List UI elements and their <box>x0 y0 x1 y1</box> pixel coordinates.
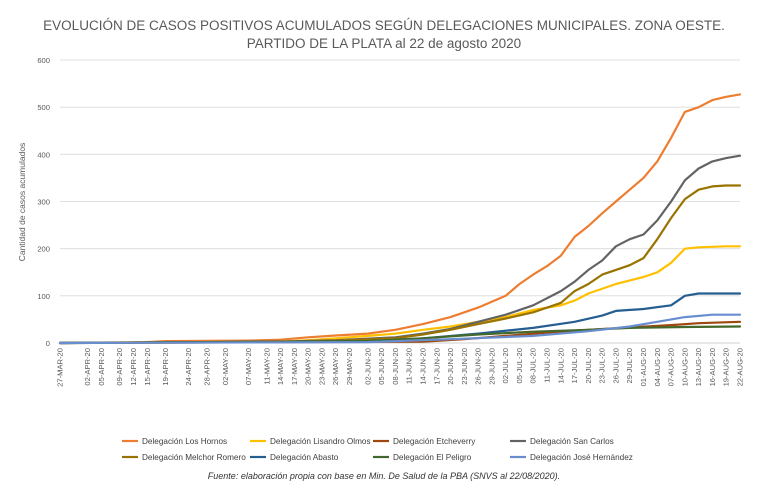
legend-label: Delegación San Carlos <box>530 437 614 446</box>
series-line <box>58 184 742 345</box>
x-tick-label: 14-JUN-20 <box>419 348 428 385</box>
x-tick-label: 17-JUN-20 <box>432 348 441 385</box>
series-line <box>58 245 742 345</box>
x-tick-label: 23-JUN-20 <box>460 348 469 385</box>
x-tick-label: 20-JUN-20 <box>446 348 455 385</box>
x-tick-label: 15-APR-20 <box>143 348 152 386</box>
y-tick-label: 400 <box>37 150 50 159</box>
y-tick-label: 100 <box>37 292 50 301</box>
series-line <box>58 313 742 345</box>
y-tick-label: 600 <box>37 56 50 65</box>
x-tick-label: 20-MAY-20 <box>304 348 313 385</box>
x-tick-label: 19-AUG-20 <box>722 348 731 386</box>
x-tick-label: 08-JUN-20 <box>391 348 400 385</box>
x-tick-label: 23-MAY-20 <box>317 348 326 385</box>
x-tick-label: 29-MAY-20 <box>345 348 354 385</box>
x-tick-label: 04-AUG-20 <box>653 348 662 386</box>
x-tick-label: 28-APR-20 <box>203 348 212 386</box>
y-tick-label: 300 <box>37 198 50 207</box>
chart-subtitle: PARTIDO DE LA PLATA al 22 de agosto 2020 <box>247 36 521 51</box>
legend-label: Delegación José Hernández <box>530 453 633 462</box>
series-lines <box>58 93 742 345</box>
x-tick-label: 16-AUG-20 <box>708 348 717 386</box>
y-axis-ticks: 0 100 200 300 400 500 600 <box>37 56 50 348</box>
y-tick-label: 200 <box>37 245 50 254</box>
x-tick-label: 27-MAR-20 <box>56 348 65 387</box>
x-tick-label: 05-APR-20 <box>97 348 106 386</box>
x-tick-label: 11-JUN-20 <box>405 348 414 384</box>
x-tick-label: 24-APR-20 <box>184 348 193 386</box>
series-line <box>58 93 742 345</box>
x-tick-label: 11-JUL-20 <box>543 348 552 383</box>
x-tick-label: 17-MAY-20 <box>290 348 299 385</box>
x-tick-label: 08-JUL-20 <box>529 348 538 383</box>
x-tick-label: 29-JUN-20 <box>487 348 496 385</box>
y-tick-label: 500 <box>37 103 50 112</box>
x-tick-label: 10-AUG-20 <box>680 348 689 386</box>
y-axis-label: Cantidad de casos acumulados <box>17 143 27 262</box>
x-tick-label: 05-JUL-20 <box>515 348 524 383</box>
legend: Delegación Los Hornos Delegación Lisandro… <box>122 437 633 462</box>
x-tick-label: 12-APR-20 <box>129 348 138 386</box>
x-tick-label: 14-JUL-20 <box>556 348 565 383</box>
x-tick-label: 01-AUG-20 <box>639 348 648 386</box>
x-tick-label: 20-JUL-20 <box>584 348 593 383</box>
legend-label: Delegación El Peligro <box>393 453 472 462</box>
x-tick-label: 17-JUL-20 <box>570 348 579 383</box>
x-tick-label: 09-APR-20 <box>115 348 124 386</box>
legend-label: Delegación Abasto <box>270 453 339 462</box>
x-tick-label: 02-MAY-20 <box>221 348 230 385</box>
x-tick-label: 11-MAY-20 <box>262 348 271 385</box>
x-tick-label: 22-AUG-20 <box>736 348 745 386</box>
source-note: Fuente: elaboración propia con base en M… <box>208 471 560 481</box>
chart-title: EVOLUCIÓN DE CASOS POSITIVOS ACUMULADOS … <box>43 18 725 33</box>
series-line <box>58 325 742 345</box>
x-tick-label: 05-JUN-20 <box>377 348 386 385</box>
legend-label: Delegación Etcheverry <box>393 437 476 446</box>
x-tick-label: 07-MAY-20 <box>244 348 253 385</box>
x-tick-label: 02-JUL-20 <box>501 348 510 383</box>
x-tick-label: 07-AUG-20 <box>667 348 676 386</box>
x-tick-label: 02-APR-20 <box>83 348 92 386</box>
x-tick-label: 29-JUL-20 <box>625 348 634 383</box>
legend-label: Delegación Melchor Romero <box>142 453 246 462</box>
x-tick-label: 14-MAY-20 <box>276 348 285 385</box>
x-tick-label: 26-MAY-20 <box>331 348 340 385</box>
x-tick-label: 26-JUL-20 <box>611 348 620 383</box>
gridlines <box>60 59 740 344</box>
legend-label: Delegación Los Hornos <box>142 437 227 446</box>
x-tick-label: 23-JUL-20 <box>598 348 607 383</box>
x-tick-label: 13-AUG-20 <box>694 348 703 386</box>
x-axis-ticks: 27-MAR-20 02-APR-20 05-APR-20 09-APR-20 12-A… <box>56 348 745 387</box>
x-tick-label: 19-APR-20 <box>161 348 170 386</box>
x-tick-label: 02-JUN-20 <box>363 348 372 385</box>
y-tick-label: 0 <box>46 339 50 348</box>
x-tick-label: 26-JUN-20 <box>474 348 483 385</box>
legend-label: Delegación Lisandro Olmos <box>270 437 371 446</box>
